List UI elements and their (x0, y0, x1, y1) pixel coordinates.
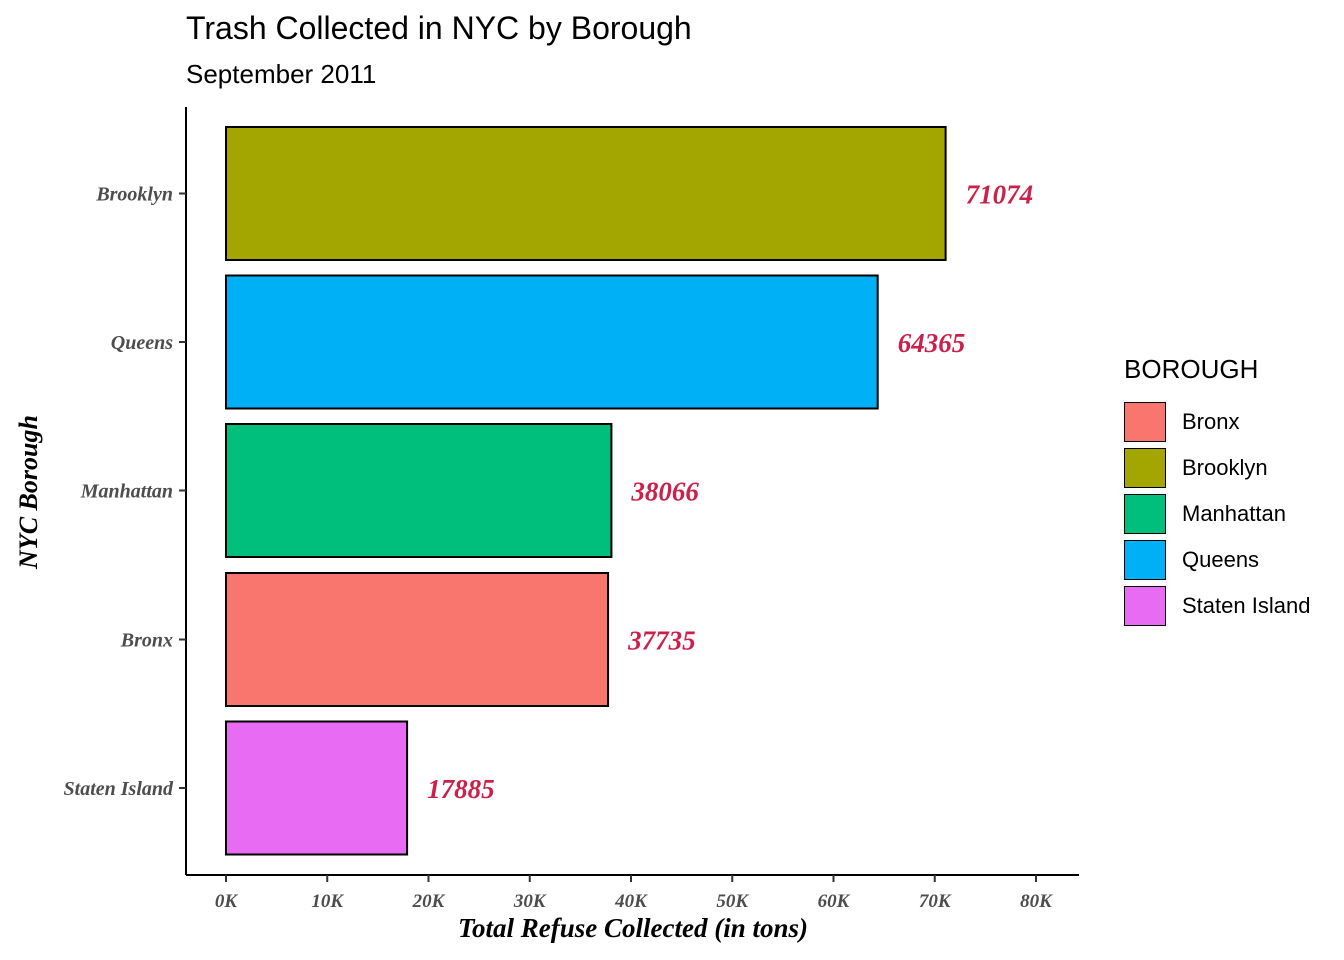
bar-brooklyn (225, 126, 947, 261)
bar-bronx (225, 572, 610, 707)
x-tick-label: 0K (215, 891, 239, 912)
legend-swatch (1124, 448, 1166, 488)
y-tick-label: Brooklyn (95, 184, 173, 206)
legend-label: Brooklyn (1182, 455, 1268, 480)
data-label: 17885 (427, 774, 495, 804)
legend-item: Staten Island (1124, 583, 1310, 629)
y-tick-label: Manhattan (80, 481, 173, 503)
x-tick-label: 40K (614, 891, 648, 912)
chart-subtitle: September 2011 (186, 59, 377, 89)
y-axis-label: NYC Borough (14, 415, 43, 569)
x-tick-label: 50K (716, 891, 749, 912)
y-tick-label: Bronx (120, 630, 173, 652)
chart-title: Trash Collected in NYC by Borough (186, 10, 692, 46)
legend-label: Bronx (1182, 409, 1240, 434)
bar-staten-island (225, 720, 409, 856)
x-tick-label: 30K (513, 891, 547, 912)
data-label: 37735 (627, 626, 696, 656)
chart-data-labels: 71074 64365 38066 37735 17885 (427, 180, 1033, 805)
data-label: 71074 (966, 180, 1034, 210)
legend-swatch (1124, 586, 1166, 626)
x-tick-label: 70K (919, 891, 952, 912)
legend-label: Manhattan (1182, 501, 1286, 526)
x-axis-ticks: 0K 10K 20K 30K 40K 50K 60K 70K 80K (215, 875, 1053, 912)
chart-bars (225, 126, 947, 856)
legend-title: BOROUGH (1124, 354, 1259, 384)
legend-item: Queens (1124, 537, 1310, 583)
data-label: 64365 (898, 328, 966, 358)
legend: BOROUGH Bronx Brooklyn Manhattan Queens Stat… (1124, 354, 1310, 629)
x-tick-label: 60K (818, 891, 851, 912)
legend-item: Manhattan (1124, 491, 1310, 537)
x-tick-label: 10K (311, 891, 344, 912)
legend-item: Brooklyn (1124, 445, 1310, 491)
x-tick-label: 20K (412, 891, 446, 912)
x-axis-label: Total Refuse Collected (in tons) (458, 913, 808, 943)
bar-manhattan (225, 423, 613, 558)
y-tick-label: Queens (111, 332, 173, 354)
legend-label: Staten Island (1182, 593, 1311, 618)
legend-swatch (1124, 540, 1166, 580)
y-tick-label: Staten Island (64, 778, 174, 800)
y-axis-ticks: Brooklyn Queens Manhattan Bronx Staten Islan… (64, 184, 186, 800)
legend-item: Bronx (1124, 399, 1310, 445)
legend-swatch (1124, 402, 1166, 442)
legend-label: Queens (1182, 547, 1260, 572)
legend-swatch (1124, 494, 1166, 534)
legend-items: Bronx Brooklyn Manhattan Queens Staten Islan… (1124, 399, 1310, 629)
bar-queens (225, 274, 879, 410)
x-tick-label: 80K (1020, 891, 1053, 912)
data-label: 38066 (630, 477, 699, 507)
